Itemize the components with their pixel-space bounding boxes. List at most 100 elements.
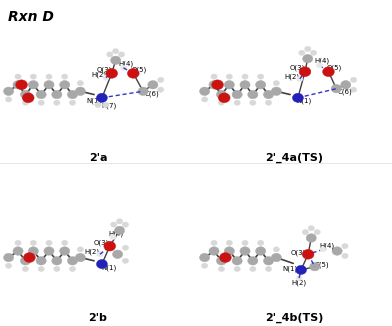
Circle shape bbox=[60, 81, 70, 89]
Circle shape bbox=[54, 266, 60, 272]
Circle shape bbox=[67, 257, 78, 265]
Circle shape bbox=[95, 102, 101, 108]
Circle shape bbox=[30, 74, 36, 79]
Circle shape bbox=[75, 253, 85, 262]
Circle shape bbox=[224, 247, 234, 255]
Text: C(5): C(5) bbox=[314, 262, 329, 268]
Circle shape bbox=[15, 240, 21, 245]
Circle shape bbox=[107, 52, 113, 57]
Circle shape bbox=[36, 90, 46, 99]
Text: N(1): N(1) bbox=[296, 97, 311, 104]
Circle shape bbox=[299, 50, 305, 55]
Circle shape bbox=[323, 67, 334, 77]
Text: O(5): O(5) bbox=[327, 65, 342, 71]
Circle shape bbox=[350, 87, 357, 92]
Circle shape bbox=[5, 97, 12, 102]
Circle shape bbox=[250, 266, 256, 272]
Circle shape bbox=[342, 253, 348, 259]
Text: N(1): N(1) bbox=[87, 98, 102, 104]
Circle shape bbox=[302, 249, 314, 259]
Circle shape bbox=[113, 49, 119, 54]
Circle shape bbox=[248, 257, 258, 265]
Circle shape bbox=[148, 81, 158, 89]
Circle shape bbox=[258, 240, 264, 245]
Circle shape bbox=[67, 90, 78, 99]
Circle shape bbox=[106, 68, 118, 78]
Circle shape bbox=[118, 52, 125, 57]
Circle shape bbox=[62, 74, 68, 79]
Text: O(3): O(3) bbox=[93, 240, 109, 246]
Text: H(4): H(4) bbox=[118, 61, 133, 67]
Circle shape bbox=[320, 247, 326, 252]
Circle shape bbox=[308, 226, 314, 231]
Circle shape bbox=[211, 240, 217, 245]
Circle shape bbox=[113, 250, 123, 259]
Circle shape bbox=[28, 247, 38, 255]
Circle shape bbox=[15, 74, 21, 79]
Circle shape bbox=[96, 259, 107, 269]
Circle shape bbox=[13, 81, 23, 89]
Circle shape bbox=[218, 266, 225, 272]
Circle shape bbox=[232, 257, 242, 265]
Circle shape bbox=[265, 266, 272, 272]
Circle shape bbox=[20, 257, 31, 265]
Circle shape bbox=[38, 266, 44, 272]
Circle shape bbox=[342, 244, 348, 249]
Circle shape bbox=[271, 253, 281, 262]
Circle shape bbox=[201, 97, 208, 102]
Circle shape bbox=[248, 90, 258, 99]
Circle shape bbox=[201, 263, 208, 268]
Circle shape bbox=[22, 100, 29, 105]
Circle shape bbox=[258, 74, 264, 79]
Circle shape bbox=[120, 65, 127, 70]
Circle shape bbox=[306, 234, 316, 242]
Circle shape bbox=[77, 247, 83, 252]
Text: O(3): O(3) bbox=[289, 65, 305, 71]
Circle shape bbox=[232, 90, 242, 99]
Circle shape bbox=[332, 247, 342, 255]
Circle shape bbox=[4, 87, 14, 96]
Circle shape bbox=[242, 74, 248, 79]
Circle shape bbox=[122, 245, 129, 250]
Circle shape bbox=[216, 257, 227, 265]
Circle shape bbox=[122, 258, 129, 263]
Circle shape bbox=[234, 100, 240, 105]
Circle shape bbox=[224, 81, 234, 89]
Circle shape bbox=[314, 230, 320, 235]
Circle shape bbox=[226, 240, 232, 245]
Circle shape bbox=[69, 266, 76, 272]
Circle shape bbox=[77, 81, 83, 86]
Circle shape bbox=[273, 81, 279, 86]
Circle shape bbox=[54, 100, 60, 105]
Circle shape bbox=[216, 90, 227, 99]
Circle shape bbox=[200, 87, 210, 96]
Circle shape bbox=[104, 241, 116, 251]
Circle shape bbox=[263, 257, 274, 265]
Circle shape bbox=[250, 100, 256, 105]
Text: 2'_4a(TS): 2'_4a(TS) bbox=[265, 153, 323, 163]
Circle shape bbox=[30, 240, 36, 245]
Circle shape bbox=[220, 253, 231, 262]
Text: O(3): O(3) bbox=[97, 67, 113, 73]
Circle shape bbox=[158, 77, 164, 82]
Circle shape bbox=[234, 266, 240, 272]
Circle shape bbox=[331, 84, 341, 93]
Text: H(2): H(2) bbox=[85, 248, 100, 255]
Text: 2'_4b(TS): 2'_4b(TS) bbox=[265, 313, 323, 323]
Circle shape bbox=[62, 240, 68, 245]
Circle shape bbox=[302, 230, 309, 235]
Text: H(4): H(4) bbox=[319, 243, 334, 249]
Circle shape bbox=[316, 63, 323, 68]
Circle shape bbox=[240, 81, 250, 89]
Circle shape bbox=[273, 247, 279, 252]
Circle shape bbox=[4, 253, 14, 262]
Circle shape bbox=[46, 240, 52, 245]
Circle shape bbox=[52, 90, 62, 99]
Circle shape bbox=[127, 68, 139, 78]
Circle shape bbox=[310, 262, 320, 271]
Circle shape bbox=[13, 247, 23, 255]
Circle shape bbox=[116, 219, 123, 224]
Circle shape bbox=[292, 93, 303, 102]
Circle shape bbox=[103, 102, 109, 108]
Circle shape bbox=[341, 81, 351, 89]
